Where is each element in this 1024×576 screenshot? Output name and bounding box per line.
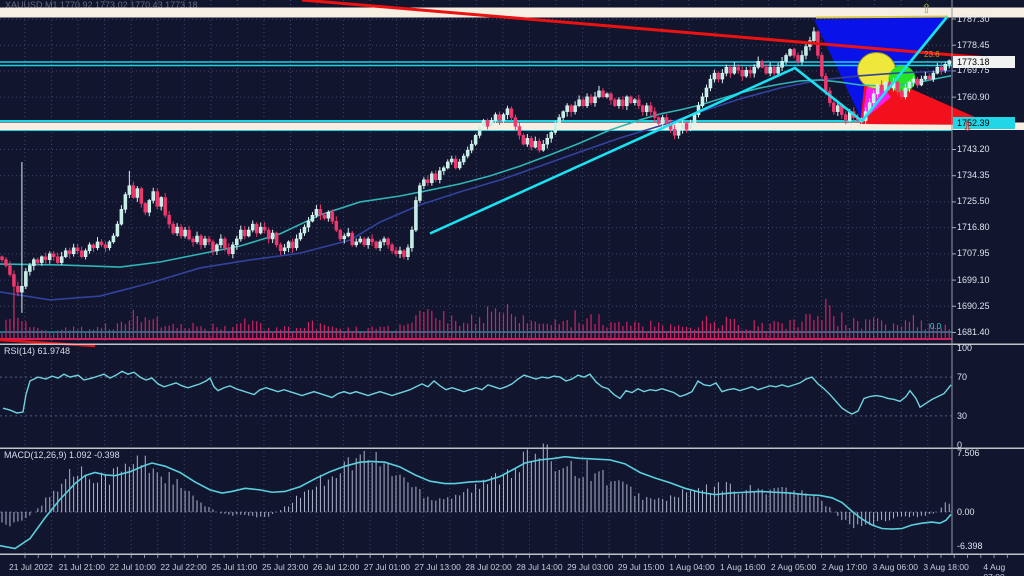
time-axis-label: 3 Aug 18:00 — [923, 562, 969, 572]
time-axis-label: 27 Jul 01:00 — [363, 562, 411, 572]
rsi-scale-label: 30 — [957, 410, 968, 421]
macd-main-value: 1.092 — [69, 450, 92, 460]
time-axis-label: 25 Jul 11:00 — [211, 562, 258, 572]
current-price-tag: 1773.18 — [953, 56, 1015, 68]
time-axis-label: 2 Aug 17:00 — [821, 562, 868, 572]
time-axis-label: 22 Jul 22:00 — [160, 562, 207, 572]
support-zone-band — [0, 122, 1024, 130]
buy-arrow-icon[interactable]: ⇧ — [921, 1, 932, 16]
price-axis-label: 1699.10 — [957, 274, 990, 285]
price-axis-label: 1734.35 — [957, 170, 990, 181]
time-axis-label: 29 Jul 03:00 — [567, 562, 614, 572]
upper-zone-band — [0, 7, 1024, 18]
rsi-scale-label: 70 — [957, 372, 968, 383]
trendlines-layer[interactable] — [301, 0, 1001, 235]
time-axis-label: 25 Jul 23:00 — [262, 562, 309, 572]
price-axis-label: 1690.25 — [957, 300, 990, 311]
rsi-indicator-label: RSI(14) 61.9748 — [4, 346, 71, 356]
time-axis-label: 1 Aug 16:00 — [720, 562, 766, 572]
symbol-ohlc-text: XAUUSD,M1 1770.92 1773.02 1770.43 1773.1… — [5, 0, 198, 10]
sell-arrow-icon[interactable]: ⇩ — [962, 119, 973, 134]
red-descending-trendline[interactable] — [301, 0, 1001, 61]
time-axis-label: 21 Jul 2022 — [9, 562, 53, 572]
price-axis-label: 1681.40 — [957, 326, 990, 337]
time-axis-label: 3 Aug 06:00 — [872, 562, 918, 572]
macd-panel-layer — [0, 443, 952, 550]
time-axis-label: 29 Jul 15:00 — [617, 562, 665, 572]
rsi-panel-layer — [2, 370, 952, 415]
time-axis-label: 27 Jul 13:00 — [414, 562, 461, 572]
rsi-scale-label: 100 — [957, 343, 973, 353]
macd-scale-label: 0.00 — [957, 507, 975, 517]
price-axis-label: 1760.90 — [957, 91, 990, 102]
fib-236-label: 23.6 — [924, 50, 940, 59]
macd-scale-label: -6.398 — [957, 541, 983, 551]
support-price-tag: 1752.39 — [953, 117, 1015, 129]
time-axis-label: 28 Jul 14:00 — [516, 562, 563, 572]
macd-signal-line — [0, 455, 952, 550]
time-axis-label: 1 Aug 04:00 — [669, 562, 715, 572]
price-axis[interactable]: 1787.30 1778.45 1769.75 1760.90 1743.20 1734.… — [952, 0, 1024, 554]
frame-layer — [0, 0, 1024, 558]
green-circle-object[interactable] — [888, 65, 916, 93]
price-axis-label: 1769.75 — [957, 65, 990, 76]
price-axis-label: 1743.20 — [957, 144, 990, 155]
ma-slow-line — [0, 70, 952, 301]
candles-layer — [0, 27, 951, 328]
zero-level-label: 0.0 — [930, 322, 942, 331]
time-axis-label: 26 Jul 12:00 — [312, 562, 360, 572]
time-axis-label: 21 Jul 21:00 — [58, 562, 105, 572]
macd-name: MACD(12,26,9) — [4, 450, 67, 460]
volume-layer — [1, 298, 950, 338]
time-axis-label: 4 Aug 07:00 — [983, 562, 1006, 576]
time-axis-label: 28 Jul 02:00 — [465, 562, 512, 572]
price-axis-label: 1707.95 — [957, 248, 990, 259]
cyan-zigzag-trendline[interactable] — [429, 16, 949, 235]
ma-fast-line — [0, 75, 952, 268]
price-axis-label: 1778.45 — [957, 39, 990, 50]
moving-averages-layer — [0, 70, 952, 301]
macd-signal-value: -0.398 — [94, 450, 120, 460]
macd-scale-label: 7.506 — [957, 447, 980, 458]
price-axis-label: 1716.80 — [957, 222, 990, 233]
time-axis-label: 22 Jul 10:00 — [109, 562, 156, 572]
price-axis-label: 1725.50 — [957, 196, 990, 207]
macd-indicator-label: MACD(12,26,9) 1.092 -0.398 — [4, 450, 120, 461]
rsi-scale[interactable]: 100 70 30 0 — [952, 343, 1024, 450]
price-axis-label: 1787.30 — [957, 13, 990, 24]
gold-trendline[interactable] — [815, 15, 949, 19]
rsi-line — [2, 370, 952, 415]
rsi-scale-label: 0 — [957, 440, 963, 450]
macd-scale[interactable]: 7.506 0.00 -6.398 — [952, 448, 1024, 554]
time-axis[interactable]: 21 Jul 2022 21 Jul 21:00 22 Jul 10:00 22 Ju… — [0, 556, 1024, 576]
time-axis-label: 2 Aug 05:00 — [770, 562, 817, 572]
